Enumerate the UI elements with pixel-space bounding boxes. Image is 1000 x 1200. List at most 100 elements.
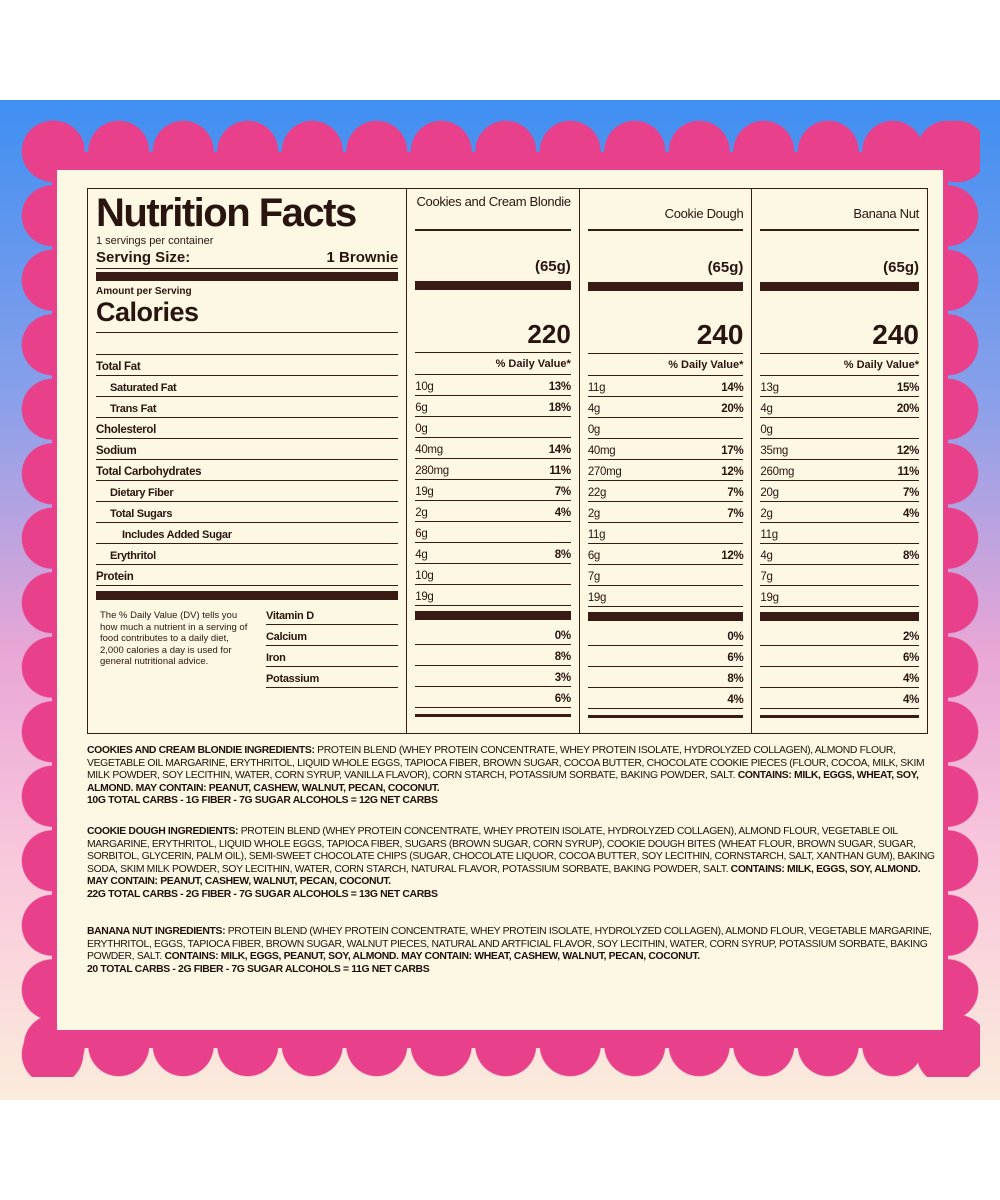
allergens: Contains: Milk, Eggs, Wheat, Soy, Almond… bbox=[87, 770, 919, 794]
product-column: Cookies and Cream Blondie (65g) 220% Daily… bbox=[407, 189, 580, 733]
amount: 11g bbox=[760, 529, 778, 541]
nutrient-value-row: 40mg 17% bbox=[587, 439, 744, 460]
amount: 6g bbox=[587, 550, 601, 562]
serving-size: (65g) bbox=[760, 229, 919, 279]
calories: 220 bbox=[415, 290, 571, 353]
amount: 7g bbox=[587, 571, 601, 583]
nutrient-value-row: 6g 12% bbox=[587, 544, 744, 565]
ingredients-2: Banana Nut Ingredients: Protein Blend (W… bbox=[87, 926, 937, 976]
net-carbs: 20 Total Carbs - 2G Fiber - 7G Sugar Alc… bbox=[87, 963, 430, 975]
bottom-rule bbox=[587, 715, 744, 718]
divider bbox=[760, 282, 919, 291]
vitamin-percent: 8% bbox=[554, 651, 571, 663]
amount: 4g bbox=[760, 403, 773, 415]
daily-value-percent: 7% bbox=[554, 486, 571, 498]
nutrient-value-row: 11g bbox=[760, 523, 919, 544]
nutrient-value-row: 40mg 14% bbox=[415, 438, 571, 459]
vitamin-value-row: 8% bbox=[587, 667, 744, 688]
serving-size-label: Serving Size: bbox=[96, 249, 191, 266]
daily-value-percent: 20% bbox=[896, 403, 919, 415]
daily-value-percent: 17% bbox=[721, 445, 744, 457]
vitamin-percent: 8% bbox=[727, 673, 744, 685]
amount: 19g bbox=[760, 592, 779, 604]
vitamin-row: Iron bbox=[266, 646, 399, 667]
vitamin-values: 0% 6% 8% 4% bbox=[587, 625, 744, 709]
ingredients-0: Cookies and Cream Blondie Ingredients: P… bbox=[87, 745, 937, 808]
bottom-rule bbox=[415, 714, 571, 717]
vitamin-value-row: 6% bbox=[760, 646, 919, 667]
label-column: Nutrition Facts 1 servings per container… bbox=[88, 189, 408, 733]
serving-size: (65g) bbox=[415, 229, 571, 278]
serving-size-row: Serving Size: 1 Brownie bbox=[96, 249, 399, 269]
ingredients-text: Protein Blend (Whey Protein Concentrate,… bbox=[87, 745, 925, 782]
nutrient-value-row: 0g bbox=[415, 417, 571, 438]
product-name: Cookies and Cream Blondie bbox=[416, 194, 571, 209]
nutrient-value-row: 22g 7% bbox=[587, 481, 744, 502]
nutrient-row: Total Sugars bbox=[96, 502, 399, 523]
amount: 10g bbox=[415, 381, 434, 393]
nutrient-value-row: 19g bbox=[760, 586, 919, 607]
vitamin-value-row: 8% bbox=[415, 645, 571, 666]
nutrient-value-row: 11g bbox=[587, 523, 744, 544]
amount: 4g bbox=[760, 550, 773, 562]
calories: 240 bbox=[760, 291, 919, 354]
daily-value-percent: 20% bbox=[721, 403, 744, 415]
amount: 13g bbox=[760, 382, 779, 394]
vitamin-values: 0% 8% 3% 6% bbox=[415, 624, 571, 708]
daily-value-percent: 14% bbox=[721, 382, 744, 394]
amount: 4g bbox=[587, 403, 601, 415]
nutrient-label: Dietary Fiber bbox=[110, 487, 174, 499]
vitamin-label: Iron bbox=[266, 652, 286, 664]
nutrient-value-row: 10g bbox=[415, 564, 571, 585]
ingredients-text: Protein Blend (Whey Protein Concentrate,… bbox=[87, 926, 932, 963]
nutrient-row: Saturated Fat bbox=[96, 376, 399, 397]
vitamin-row: Calcium bbox=[266, 625, 399, 646]
ingredients-1: Cookie Dough Ingredients: Protein Blend … bbox=[87, 826, 937, 902]
nutrient-value-row: 270mg 12% bbox=[587, 460, 744, 481]
nutrient-value-row: 0g bbox=[587, 418, 744, 439]
nutrient-label: Includes Added Sugar bbox=[122, 529, 232, 541]
serving-size-value: 1 Brownie bbox=[326, 249, 399, 266]
product-name: Cookie Dough bbox=[664, 206, 744, 221]
nutrient-label: Trans Fat bbox=[110, 403, 157, 415]
amount: 35mg bbox=[760, 445, 788, 457]
daily-value-percent: 7% bbox=[902, 487, 919, 499]
nutrient-labels: Total Fat Saturated Fat Trans Fat Cholester… bbox=[96, 355, 399, 586]
daily-value-header: % Daily Value* bbox=[587, 354, 744, 376]
nutrient-value-row: 2g 4% bbox=[415, 501, 571, 522]
amount: 19g bbox=[587, 592, 607, 604]
daily-value-percent: 12% bbox=[721, 550, 744, 562]
amount: 4g bbox=[415, 549, 428, 561]
divider bbox=[415, 611, 571, 620]
product-column: Banana Nut (65g) 240% Daily Value* 13g 15% 4g… bbox=[752, 189, 927, 733]
vitamin-percent: 3% bbox=[554, 672, 571, 684]
vitamin-percent: 0% bbox=[727, 631, 744, 643]
vitamin-value-row: 0% bbox=[587, 625, 744, 646]
nutrient-value-row: 20g 7% bbox=[760, 481, 919, 502]
nutrient-label: Sodium bbox=[96, 445, 137, 457]
vitamin-value-row: 6% bbox=[415, 687, 571, 708]
divider bbox=[96, 272, 399, 281]
vitamin-values: 2% 6% 4% 4% bbox=[760, 625, 919, 709]
amount: 2g bbox=[587, 508, 601, 520]
vitamin-percent: 4% bbox=[727, 694, 744, 706]
nutrient-label: Total Fat bbox=[96, 361, 141, 373]
nutrient-label: Erythritol bbox=[110, 550, 156, 562]
ingredients-heading: Cookie Dough Ingredients: bbox=[87, 826, 239, 837]
daily-value-percent: 12% bbox=[896, 445, 919, 457]
amount: 20g bbox=[760, 487, 779, 499]
nutrient-row: Dietary Fiber bbox=[96, 481, 399, 502]
daily-value-header: % Daily Value* bbox=[415, 353, 571, 375]
daily-value-percent: 13% bbox=[548, 381, 571, 393]
daily-value-percent: 4% bbox=[554, 507, 571, 519]
daily-value-percent: 8% bbox=[554, 549, 571, 561]
nutrient-value-row: 4g 8% bbox=[760, 544, 919, 565]
vitamin-percent: 4% bbox=[902, 694, 919, 706]
nutrient-row: Cholesterol bbox=[96, 418, 399, 439]
amount: 7g bbox=[760, 571, 773, 583]
serving-size: (65g) bbox=[587, 229, 744, 279]
vitamin-value-row: 4% bbox=[587, 688, 744, 709]
amount: 10g bbox=[415, 570, 434, 582]
nutrient-value-row: 19g bbox=[415, 585, 571, 606]
vitamin-row: Potassium bbox=[266, 667, 399, 688]
